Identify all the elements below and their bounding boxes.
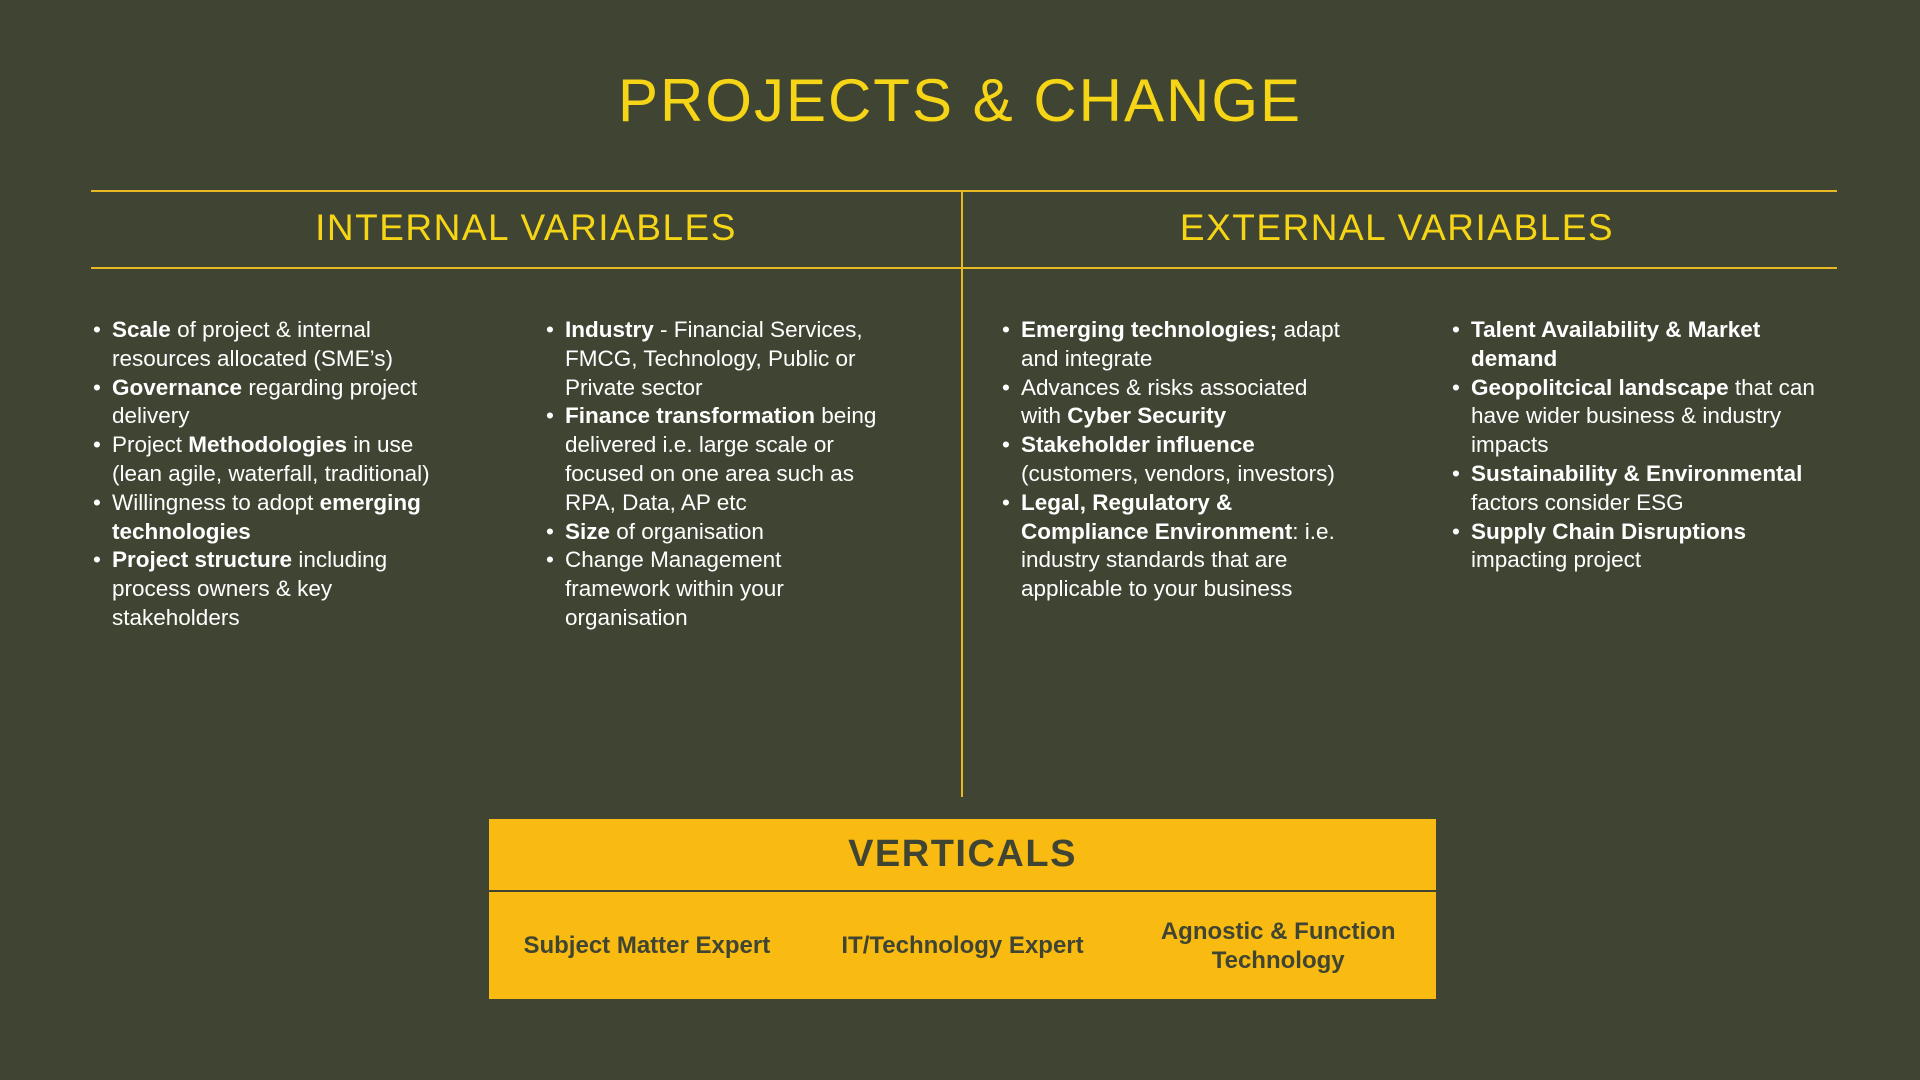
- bullet-icon: •: [1452, 374, 1460, 400]
- bullet-icon: •: [93, 489, 101, 515]
- verticals-box: VERTICALS Subject Matter Expert IT/Techn…: [489, 819, 1436, 999]
- text: impacting project: [1471, 547, 1642, 573]
- bullet-icon: •: [546, 317, 554, 342]
- header-divider: [91, 267, 1837, 269]
- bold-text: emerging technologies: [112, 489, 421, 544]
- bold-text: Cyber Security: [1067, 403, 1227, 429]
- list-item: • Project Methodologies in use (lean agil…: [93, 431, 438, 489]
- text: Willingness to adopt: [112, 489, 320, 515]
- internal-list-1: • Scale of project & internal resources a…: [93, 316, 438, 633]
- list-item: • Governance regarding project delivery: [93, 374, 438, 432]
- bold-text: Governance: [112, 374, 243, 400]
- text: : i.e. industry standards that are appli…: [1021, 518, 1335, 602]
- bold-text: Finance transformation: [565, 403, 816, 429]
- bold-text: Scale: [112, 317, 171, 342]
- bullet-icon: •: [1452, 518, 1460, 544]
- list-item: • Size of organisation: [546, 518, 891, 547]
- text: including process owners & key stakehold…: [112, 547, 388, 630]
- text: Project: [112, 432, 189, 458]
- vertical-it-technology-expert: IT/Technology Expert: [841, 932, 1084, 959]
- verticals-heading: VERTICALS: [489, 819, 1436, 892]
- vertical-subject-matter-expert: Subject Matter Expert: [523, 932, 771, 959]
- text: regarding project delivery: [112, 374, 418, 429]
- list-item: • Emerging technologies; adapt and integr…: [1002, 316, 1347, 374]
- bullet-icon: •: [93, 547, 101, 573]
- bullet-icon: •: [93, 317, 101, 342]
- list-item: • Talent Availability & Market demand: [1452, 316, 1822, 374]
- bold-text: Supply Chain Disruptions: [1471, 518, 1747, 544]
- bullet-icon: •: [546, 518, 554, 544]
- bold-text: Stakeholder influence: [1021, 432, 1255, 458]
- list-item: • Change Management framework within your…: [546, 546, 891, 632]
- bullet-icon: •: [1002, 317, 1010, 342]
- text: of project & internal resources allocate…: [112, 317, 393, 371]
- list-item: • Industry - Financial Services, FMCG, Te…: [546, 316, 891, 402]
- list-item: • Supply Chain Disruptions impacting proj…: [1452, 518, 1822, 576]
- text: that can have wider business & industry …: [1471, 374, 1815, 458]
- list-item: • Geopolitcical landscape that can have w…: [1452, 374, 1822, 460]
- center-divider: [961, 191, 963, 797]
- text: in use (lean agile, waterfall, tradition…: [112, 432, 430, 486]
- bold-text: Methodologies: [188, 432, 348, 458]
- list-item: • Project structure including process own…: [93, 546, 438, 632]
- page-title: PROJECTS & CHANGE: [617, 67, 1303, 134]
- bold-text: Sustainability & Environmental: [1471, 460, 1803, 486]
- internal-heading: INTERNAL VARIABLES: [315, 207, 737, 248]
- bold-text: Talent Availability & Market demand: [1471, 317, 1761, 371]
- list-item: • Stakeholder influence (customers, vendo…: [1002, 431, 1347, 489]
- bullet-icon: •: [93, 432, 101, 458]
- bullet-icon: •: [1002, 489, 1010, 515]
- top-divider: [91, 190, 1837, 192]
- external-list-1: • Emerging technologies; adapt and integr…: [1002, 316, 1347, 604]
- external-list-2: • Talent Availability & Market demand • Geo…: [1452, 316, 1822, 575]
- list-item: • Finance transformation being delivered …: [546, 402, 891, 517]
- text: (customers, vendors, investors): [1021, 460, 1335, 486]
- bullet-icon: •: [1452, 460, 1460, 486]
- text: adapt and integrate: [1021, 317, 1340, 371]
- bold-text: Geopolitcical landscape: [1471, 374, 1729, 400]
- list-item: • Legal, Regulatory & Compliance Environm…: [1002, 489, 1347, 604]
- text: being delivered i.e. large scale or focu…: [565, 403, 877, 515]
- internal-list-2: • Industry - Financial Services, FMCG, Te…: [546, 316, 891, 633]
- bold-text: Project structure: [112, 547, 293, 573]
- bullet-icon: •: [546, 547, 554, 573]
- bullet-icon: •: [1452, 317, 1460, 342]
- text: factors consider ESG: [1471, 489, 1684, 515]
- bold-text: Industry: [565, 317, 654, 342]
- list-item: • Sustainability & Environmental factors …: [1452, 460, 1822, 518]
- bullet-icon: •: [546, 403, 554, 429]
- text: of organisation: [610, 518, 764, 544]
- vertical-agnostic-function-technology: Agnostic & Function Technology: [1160, 917, 1396, 974]
- list-item: • Willingness to adopt emerging technolog…: [93, 489, 438, 547]
- list-item: • Scale of project & internal resources a…: [93, 316, 438, 374]
- bullet-icon: •: [1002, 374, 1010, 400]
- text: Advances & risks associated with: [1021, 374, 1308, 429]
- bold-text: Emerging technologies;: [1021, 317, 1278, 342]
- bullet-icon: •: [93, 374, 101, 400]
- list-item: • Advances & risks associated with Cyber …: [1002, 374, 1347, 432]
- text: - Financial Services, FMCG, Technology, …: [565, 317, 863, 400]
- bullet-icon: •: [1002, 432, 1010, 458]
- bold-text: Legal, Regulatory & Compliance Environme…: [1021, 489, 1293, 544]
- external-heading: EXTERNAL VARIABLES: [1179, 207, 1615, 248]
- bold-text: Size: [565, 518, 611, 544]
- text: Change Management framework within your …: [565, 547, 784, 630]
